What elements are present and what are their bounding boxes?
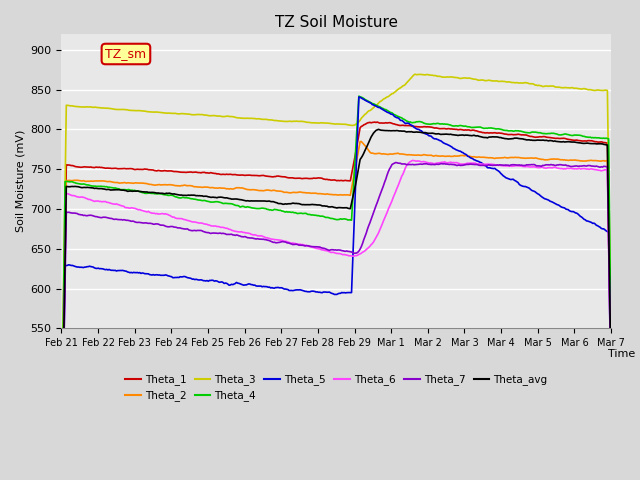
Theta_4 (600, 135, 607, 141)
Theta_avg (58, 473, 65, 479)
Line: Theta_2: Theta_2 (61, 142, 611, 473)
Legend: Theta_1, Theta_2, Theta_3, Theta_4, Theta_5, Theta_6, Theta_7, Theta_avg: Theta_1, Theta_2, Theta_3, Theta_4, Thet… (121, 370, 552, 406)
Theta_5 (149, 272, 157, 277)
Theta_avg (374, 126, 382, 132)
Theta_1 (58, 462, 65, 468)
Line: Theta_3: Theta_3 (61, 74, 611, 435)
Theta_3 (457, 75, 465, 81)
Theta_2 (119, 180, 127, 186)
Theta_3 (600, 88, 607, 94)
Text: TZ_sm: TZ_sm (106, 48, 147, 60)
Theta_7 (457, 163, 465, 168)
Theta_2 (369, 150, 376, 156)
Theta_3 (119, 107, 127, 112)
Line: Theta_7: Theta_7 (61, 163, 611, 480)
Theta_5 (607, 408, 615, 414)
Theta_4 (119, 187, 127, 192)
Theta_1 (367, 120, 375, 126)
Theta_2 (58, 470, 65, 476)
Theta_avg (585, 141, 593, 146)
Theta_7 (367, 216, 375, 222)
Theta_6 (607, 390, 615, 396)
Theta_1 (585, 138, 593, 144)
Theta_avg (119, 187, 127, 193)
Line: Theta_1: Theta_1 (61, 122, 611, 465)
Theta_4 (607, 346, 615, 351)
Theta_6 (409, 157, 417, 163)
Line: Theta_5: Theta_5 (61, 97, 611, 480)
Theta_4 (149, 191, 157, 196)
Theta_2 (149, 182, 157, 188)
Theta_3 (149, 109, 157, 115)
Theta_5 (585, 218, 593, 224)
Line: Theta_6: Theta_6 (61, 160, 611, 479)
Theta_5 (369, 102, 376, 108)
Theta_4 (369, 101, 376, 107)
Theta_7 (600, 163, 607, 169)
Theta_1 (600, 140, 607, 145)
Theta_2 (600, 158, 607, 164)
Theta_3 (585, 87, 593, 93)
Theta_avg (367, 134, 375, 140)
Theta_4 (355, 93, 363, 99)
Theta_4 (585, 134, 593, 140)
Theta_5 (600, 226, 607, 232)
Theta_6 (457, 161, 465, 167)
Theta_1 (119, 166, 127, 171)
Theta_6 (58, 476, 65, 480)
Theta_7 (119, 217, 127, 223)
Theta_6 (585, 167, 593, 172)
Theta_7 (585, 163, 593, 168)
Theta_avg (457, 132, 465, 138)
Theta_6 (149, 210, 157, 216)
Theta_1 (607, 374, 615, 380)
Theta_avg (607, 375, 615, 381)
Theta_7 (149, 221, 157, 227)
Theta_2 (585, 158, 593, 164)
Y-axis label: Soil Moisture (mV): Soil Moisture (mV) (15, 130, 25, 232)
Theta_7 (607, 388, 615, 394)
Line: Theta_avg: Theta_avg (61, 129, 611, 476)
Theta_6 (367, 242, 375, 248)
Theta_1 (457, 127, 465, 132)
Theta_avg (600, 142, 607, 147)
Theta_3 (607, 341, 615, 347)
Theta_2 (457, 153, 465, 158)
Theta_2 (358, 139, 365, 144)
Title: TZ Soil Moisture: TZ Soil Moisture (275, 15, 397, 30)
Theta_1 (149, 167, 157, 173)
X-axis label: Time: Time (609, 349, 636, 359)
Theta_6 (119, 203, 127, 209)
Theta_3 (367, 107, 375, 113)
Theta_6 (600, 168, 607, 173)
Theta_3 (412, 72, 419, 77)
Theta_avg (149, 190, 157, 195)
Theta_7 (392, 160, 399, 166)
Theta_1 (373, 119, 381, 125)
Theta_4 (457, 122, 465, 128)
Theta_5 (457, 148, 465, 154)
Theta_2 (607, 384, 615, 390)
Theta_5 (355, 94, 363, 100)
Line: Theta_4: Theta_4 (61, 96, 611, 474)
Theta_5 (119, 267, 127, 273)
Theta_3 (58, 432, 65, 438)
Theta_4 (58, 471, 65, 477)
